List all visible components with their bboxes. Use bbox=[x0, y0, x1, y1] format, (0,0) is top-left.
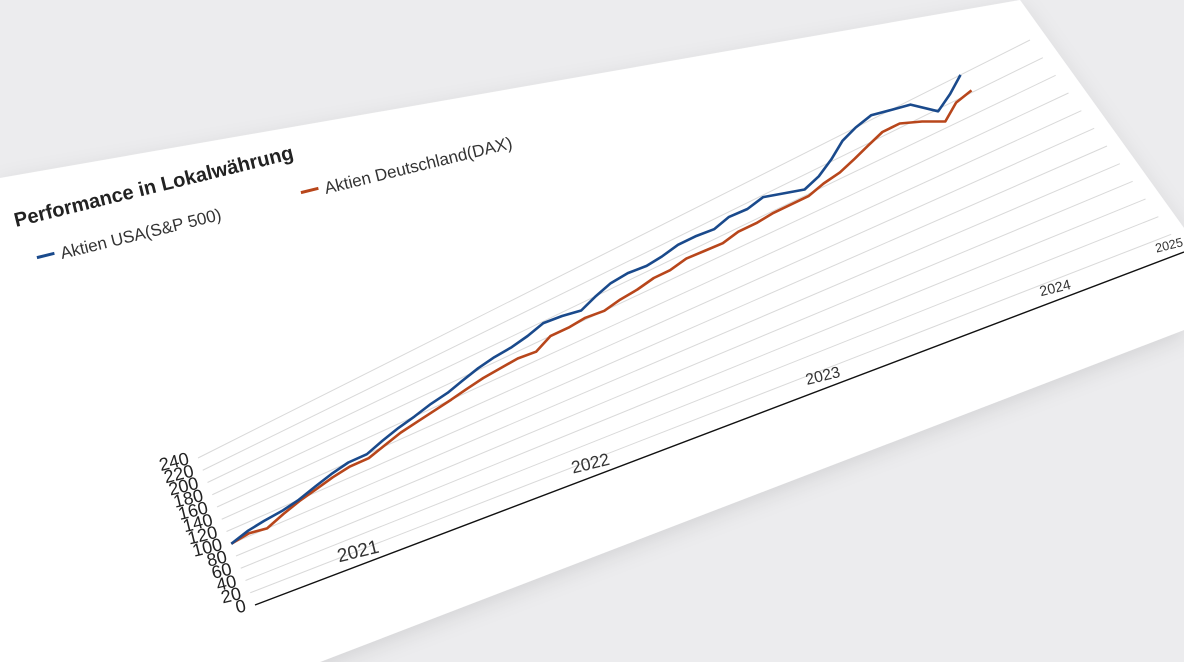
gridline-180 bbox=[212, 92, 1069, 496]
y-tick-label-40: 40 bbox=[214, 571, 238, 595]
legend-swatch-sp500 bbox=[36, 251, 55, 260]
y-tick-label-60: 60 bbox=[209, 559, 233, 583]
gridline-120 bbox=[226, 145, 1108, 532]
x-tick-label-2025: 2025 bbox=[1154, 235, 1184, 255]
x-tick-label-2024: 2024 bbox=[1038, 277, 1073, 300]
gridlines bbox=[197, 39, 1172, 594]
gridline-60 bbox=[240, 198, 1146, 569]
gridline-200 bbox=[207, 74, 1056, 483]
y-tick-label-20: 20 bbox=[219, 583, 243, 607]
gridline-80 bbox=[235, 180, 1133, 557]
gridline-40 bbox=[245, 216, 1159, 581]
x-axis-line bbox=[254, 251, 1184, 606]
legend-swatch-dax bbox=[300, 186, 319, 195]
gridline-20 bbox=[250, 233, 1172, 594]
series-lines bbox=[230, 74, 973, 545]
series-line-1[interactable] bbox=[230, 89, 973, 545]
gridline-220 bbox=[202, 57, 1044, 471]
y-tick-label-0: 0 bbox=[233, 595, 247, 617]
y-tick-label-80: 80 bbox=[205, 546, 229, 570]
series-line-0[interactable] bbox=[230, 74, 962, 545]
gridline-100 bbox=[231, 163, 1121, 545]
gridline-160 bbox=[216, 110, 1082, 508]
